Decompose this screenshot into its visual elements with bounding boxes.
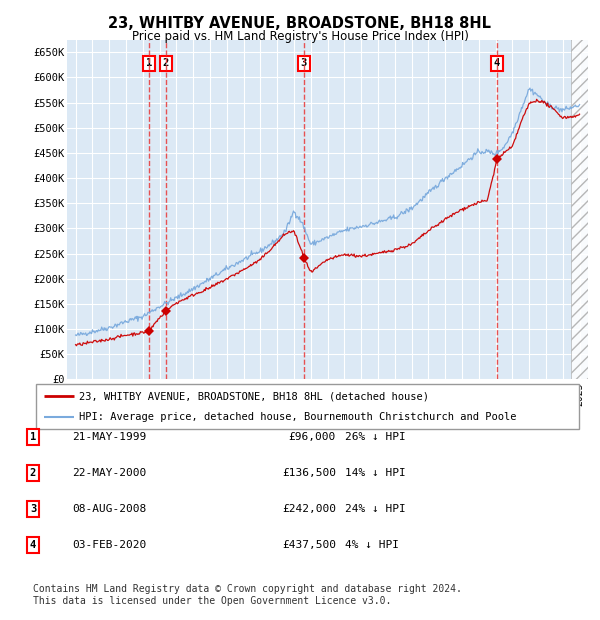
Text: Contains HM Land Registry data © Crown copyright and database right 2024.
This d: Contains HM Land Registry data © Crown c… bbox=[33, 584, 462, 606]
Text: 3: 3 bbox=[301, 58, 307, 68]
Text: 26% ↓ HPI: 26% ↓ HPI bbox=[345, 432, 406, 442]
Text: 24% ↓ HPI: 24% ↓ HPI bbox=[345, 504, 406, 514]
Text: 22-MAY-2000: 22-MAY-2000 bbox=[72, 468, 146, 478]
FancyBboxPatch shape bbox=[36, 384, 579, 429]
Text: 2: 2 bbox=[30, 468, 36, 478]
Text: £437,500: £437,500 bbox=[282, 540, 336, 550]
Text: 21-MAY-1999: 21-MAY-1999 bbox=[72, 432, 146, 442]
Text: 4% ↓ HPI: 4% ↓ HPI bbox=[345, 540, 399, 550]
Text: 1: 1 bbox=[30, 432, 36, 442]
Text: £242,000: £242,000 bbox=[282, 504, 336, 514]
Text: 08-AUG-2008: 08-AUG-2008 bbox=[72, 504, 146, 514]
Text: 3: 3 bbox=[30, 504, 36, 514]
Text: £96,000: £96,000 bbox=[289, 432, 336, 442]
Text: 03-FEB-2020: 03-FEB-2020 bbox=[72, 540, 146, 550]
Text: 4: 4 bbox=[30, 540, 36, 550]
Text: Price paid vs. HM Land Registry's House Price Index (HPI): Price paid vs. HM Land Registry's House … bbox=[131, 30, 469, 43]
Text: 23, WHITBY AVENUE, BROADSTONE, BH18 8HL: 23, WHITBY AVENUE, BROADSTONE, BH18 8HL bbox=[109, 16, 491, 31]
Text: £136,500: £136,500 bbox=[282, 468, 336, 478]
Text: 23, WHITBY AVENUE, BROADSTONE, BH18 8HL (detached house): 23, WHITBY AVENUE, BROADSTONE, BH18 8HL … bbox=[79, 391, 430, 402]
Text: 2: 2 bbox=[163, 58, 169, 68]
Text: 1: 1 bbox=[146, 58, 152, 68]
Text: 14% ↓ HPI: 14% ↓ HPI bbox=[345, 468, 406, 478]
Text: HPI: Average price, detached house, Bournemouth Christchurch and Poole: HPI: Average price, detached house, Bour… bbox=[79, 412, 517, 422]
Text: 4: 4 bbox=[494, 58, 500, 68]
